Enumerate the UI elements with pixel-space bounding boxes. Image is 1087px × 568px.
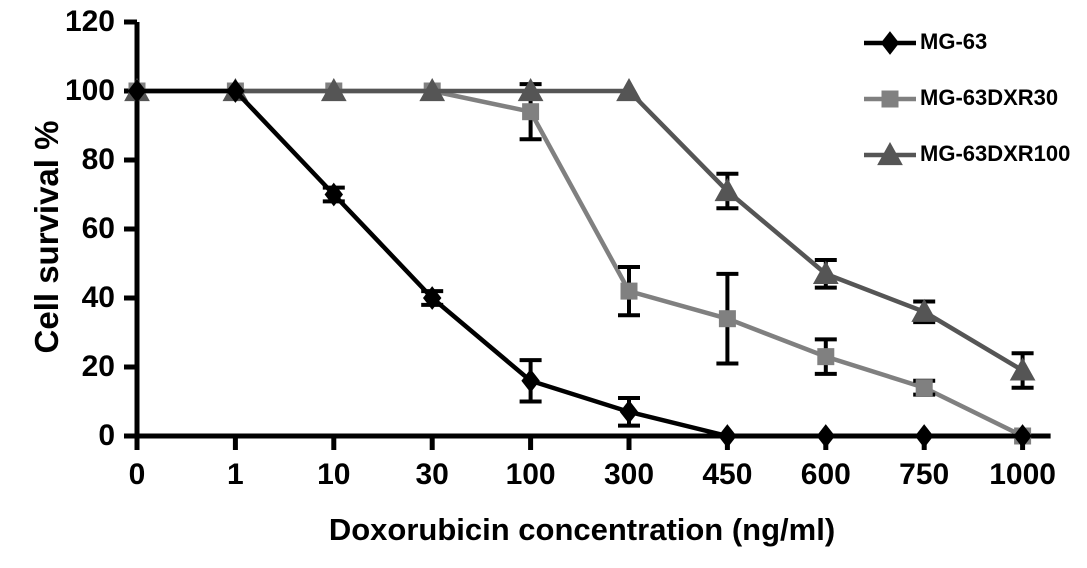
data-point-marker [422,286,442,310]
x-tick-label: 450 [702,458,753,491]
y-tick-label: 120 [64,5,115,38]
data-point-marker [619,400,639,424]
series-mg-63dxr100 [124,77,1036,390]
chart-legend: MG-63 MG-63DXR30 MG-63DXR100 [862,14,1087,182]
data-point-marker [817,348,835,366]
data-point-marker [718,424,737,448]
y-ticks [124,19,137,439]
data-point-marker [620,282,638,300]
series-line [137,88,1024,373]
y-tick-label: 100 [64,74,115,107]
data-point-marker [226,79,245,103]
x-axis-title: Doxorubicin concentration (ng/ml) [328,512,836,547]
data-point-marker [616,77,642,102]
x-tick-label: 1000 [989,458,1056,491]
series-mg-63 [127,79,1032,448]
data-point-marker [320,77,347,102]
data-point-marker [914,424,934,448]
x-tick-label: 30 [415,458,449,491]
series-line [137,88,1023,439]
y-tick-label: 60 [81,212,115,245]
data-point-marker [714,178,741,202]
y-tick-label: 0 [98,419,115,452]
x-tick-label: 750 [899,458,950,491]
x-tick-label: 600 [800,458,851,491]
legend-label: MG-63 [920,29,988,54]
data-point-marker [718,310,736,328]
data-point-marker [127,79,147,103]
y-tick-label: 80 [81,143,115,176]
data-point-marker [1009,357,1036,381]
legend-label: MG-63DXR30 [920,85,1059,110]
legend-swatch-diamond-icon [862,30,918,55]
y-tick-label: 40 [81,281,115,314]
x-tick-label: 100 [505,458,556,491]
data-point-marker [915,379,933,397]
x-tick-label: 0 [128,458,146,491]
legend-item[interactable]: MG-63DXR30 [862,70,1087,126]
legend-swatch-square-icon [862,86,918,110]
data-point-marker [880,31,900,55]
data-point-marker [517,77,544,102]
legend-item[interactable]: MG-63DXR100 [862,126,1087,182]
data-point-marker [812,260,839,284]
data-point-marker [816,424,836,448]
data-point-marker [1013,424,1032,448]
data-point-marker [877,141,903,166]
x-tick-label: 300 [603,458,655,491]
data-point-marker [324,182,344,207]
legend-item[interactable]: MG-63 [862,14,1087,70]
x-tick-label: 10 [317,458,351,491]
legend-swatch-triangle-icon [862,141,918,166]
x-tick-label: 1 [227,458,244,491]
data-point-marker [881,90,899,108]
y-tick-label: 20 [81,350,115,383]
data-point-marker [419,77,446,102]
data-point-marker [521,368,540,393]
data-point-marker [911,298,938,322]
data-point-marker [522,103,540,121]
legend-label: MG-63DXR100 [920,141,1071,166]
